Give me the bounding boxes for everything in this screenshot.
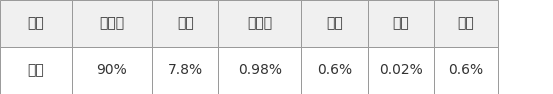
Bar <box>218 0 301 47</box>
Text: 硫分: 硫分 <box>326 17 343 30</box>
Text: 7.8%: 7.8% <box>168 64 203 77</box>
Bar <box>301 0 368 47</box>
Bar <box>152 0 218 47</box>
Text: 0.6%: 0.6% <box>448 64 483 77</box>
Bar <box>72 0 152 47</box>
Text: 固定碳: 固定碳 <box>100 17 124 30</box>
Text: 0.02%: 0.02% <box>379 64 423 77</box>
Text: 水分: 水分 <box>457 17 474 30</box>
Bar <box>0 47 72 94</box>
Bar <box>434 0 498 47</box>
Bar <box>368 0 434 47</box>
Bar <box>434 47 498 94</box>
Text: 90%: 90% <box>97 64 127 77</box>
Bar <box>72 47 152 94</box>
Bar <box>301 47 368 94</box>
Text: 项目: 项目 <box>28 17 44 30</box>
Text: 灰分: 灰分 <box>177 17 194 30</box>
Text: 磷分: 磷分 <box>393 17 409 30</box>
Bar <box>218 47 301 94</box>
Bar <box>368 47 434 94</box>
Text: 含量: 含量 <box>28 64 44 77</box>
Text: 0.98%: 0.98% <box>238 64 282 77</box>
Bar <box>0 0 72 47</box>
Bar <box>152 47 218 94</box>
Text: 0.6%: 0.6% <box>317 64 352 77</box>
Text: 挥发分: 挥发分 <box>247 17 273 30</box>
